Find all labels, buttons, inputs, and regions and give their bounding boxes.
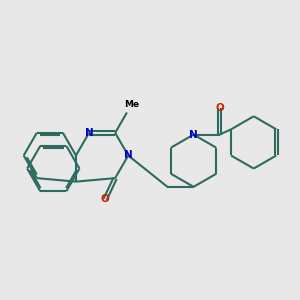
Text: N: N: [124, 151, 133, 160]
Text: Me: Me: [124, 100, 139, 109]
Text: N: N: [85, 128, 93, 138]
Text: O: O: [101, 194, 110, 204]
Text: O: O: [215, 103, 224, 113]
Text: N: N: [189, 130, 198, 140]
